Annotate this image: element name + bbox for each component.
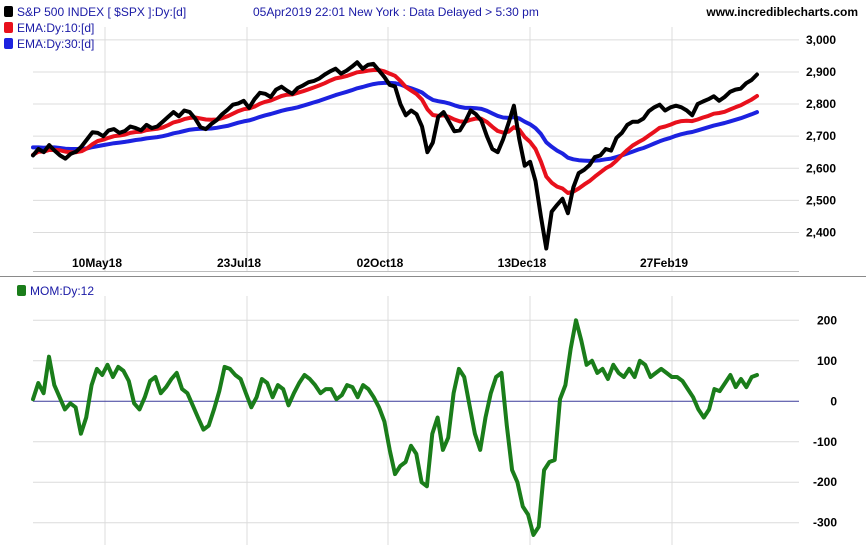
legend-swatch-ema30 xyxy=(4,38,13,49)
legend-label-ema30: EMA:Dy:30:[d] xyxy=(17,37,94,51)
legend-label-momentum: MOM:Dy:12 xyxy=(30,284,94,298)
legend-item-ema30: EMA:Dy:30:[d] xyxy=(4,37,94,51)
momentum-y-tick-label: -100 xyxy=(813,435,837,449)
legend-swatch-momentum xyxy=(17,285,26,296)
chart-title: S&P 500 INDEX [ $SPX ]:Dy:[d] xyxy=(17,5,186,19)
legend-swatch-price xyxy=(4,6,13,17)
chart-title-detail: 05Apr2019 22:01 New York : Data Delayed … xyxy=(253,5,539,19)
price-y-tick-label: 3,000 xyxy=(806,33,836,47)
momentum-grid xyxy=(33,296,799,545)
legend-item-ema10: EMA:Dy:10:[d] xyxy=(4,21,94,35)
ema30-line xyxy=(31,80,759,163)
momentum-y-tick-label: -200 xyxy=(813,475,837,489)
price-y-tick-label: 2,600 xyxy=(806,161,836,175)
momentum-y-tick-label: -300 xyxy=(813,516,837,530)
legend-swatch-ema10 xyxy=(4,22,13,33)
momentum-line xyxy=(31,318,759,537)
momentum-y-tick-label: 100 xyxy=(817,354,837,368)
price-line xyxy=(31,60,759,251)
price-y-tick-label: 2,500 xyxy=(806,193,836,207)
momentum-y-axis: -300 -200 -100 0 100 200 xyxy=(813,313,837,529)
legend-item-price: S&P 500 INDEX [ $SPX ]:Dy:[d] 05Apr2019 … xyxy=(4,5,539,19)
x-tick-label: 10May18 xyxy=(72,256,122,270)
price-panel: 2,400 2,500 2,600 2,700 2,800 2,900 3,000 10Ma… xyxy=(31,27,836,272)
price-plot-area xyxy=(33,27,799,271)
momentum-series-group xyxy=(31,318,759,537)
x-tick-label: 02Oct18 xyxy=(357,256,404,270)
price-legend: S&P 500 INDEX [ $SPX ]:Dy:[d] 05Apr2019 … xyxy=(4,5,539,51)
momentum-y-tick-label: 200 xyxy=(817,313,837,327)
price-x-axis: 10May18 23Jul18 02Oct18 13Dec18 27Feb19 xyxy=(72,256,688,270)
price-y-tick-label: 2,900 xyxy=(806,65,836,79)
price-y-tick-label: 2,700 xyxy=(806,129,836,143)
price-y-tick-label: 2,400 xyxy=(806,225,836,239)
x-tick-label: 27Feb19 xyxy=(640,256,688,270)
momentum-panel: -300 -200 -100 0 100 200 xyxy=(31,296,837,545)
x-tick-label: 13Dec18 xyxy=(498,256,547,270)
price-grid xyxy=(33,27,799,272)
momentum-legend: MOM:Dy:12 xyxy=(17,284,94,298)
price-y-axis: 2,400 2,500 2,600 2,700 2,800 2,900 3,000 xyxy=(806,33,836,240)
price-y-tick-label: 2,800 xyxy=(806,97,836,111)
x-tick-label: 23Jul18 xyxy=(217,256,261,270)
price-series-group xyxy=(31,60,759,251)
watermark: www.incrediblecharts.com xyxy=(705,5,858,19)
momentum-y-tick-label: 0 xyxy=(830,394,837,408)
legend-label-ema10: EMA:Dy:10:[d] xyxy=(17,21,94,35)
